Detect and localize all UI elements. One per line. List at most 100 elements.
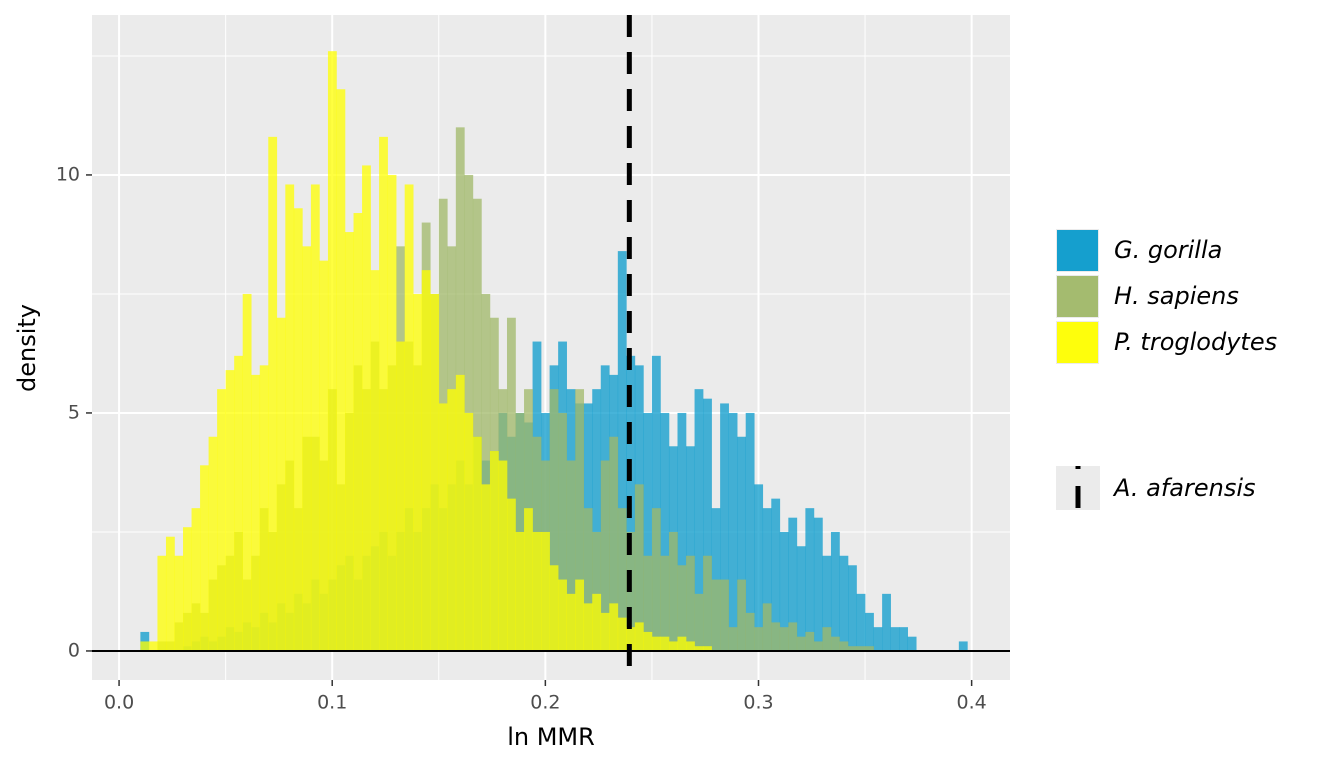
bar — [643, 631, 653, 651]
bar — [251, 374, 261, 651]
bar — [319, 260, 329, 651]
bar — [489, 451, 499, 651]
bar — [660, 636, 670, 651]
bar — [609, 603, 619, 651]
bar — [890, 627, 900, 651]
bar — [208, 436, 218, 651]
bar — [421, 270, 431, 651]
legend-label: H. sapiens — [1114, 282, 1239, 310]
legend-label: P. troglodytes — [1114, 328, 1277, 356]
y-tick-label: 0 — [68, 639, 80, 661]
bar — [882, 593, 891, 651]
bar — [191, 508, 201, 651]
bar — [958, 641, 968, 651]
bar — [703, 398, 712, 651]
bar — [737, 436, 747, 651]
bar — [830, 531, 840, 651]
bar — [865, 612, 874, 651]
y-tick-label: 5 — [68, 401, 80, 423]
bar — [796, 636, 806, 651]
bar — [549, 565, 559, 651]
bar — [779, 531, 789, 651]
bar — [643, 412, 653, 651]
bar — [788, 622, 798, 651]
bar — [813, 641, 823, 651]
bar — [165, 536, 175, 651]
bar — [575, 579, 585, 651]
bar — [438, 403, 448, 651]
bar — [745, 612, 755, 651]
bar — [566, 593, 576, 651]
bar — [472, 198, 482, 651]
bar — [379, 136, 388, 651]
bar — [856, 646, 866, 651]
bar — [472, 436, 482, 651]
bar — [771, 498, 781, 651]
bar — [686, 446, 695, 651]
bar — [617, 508, 627, 651]
bar — [268, 136, 278, 651]
bar — [600, 460, 610, 651]
bar — [566, 460, 576, 651]
bar — [506, 317, 516, 651]
bar — [848, 646, 857, 651]
bar — [336, 89, 346, 651]
bar — [583, 603, 593, 651]
bar — [592, 389, 602, 651]
bar — [720, 579, 729, 651]
bar — [711, 579, 721, 651]
bar — [617, 617, 627, 651]
bar — [634, 622, 644, 651]
bar — [506, 498, 516, 651]
bar — [720, 403, 729, 651]
bar — [634, 484, 644, 651]
bar — [651, 636, 661, 651]
bar — [362, 165, 371, 651]
bar — [830, 636, 840, 651]
bar — [234, 355, 243, 651]
x-tick-label: 0.2 — [530, 692, 560, 714]
bar — [592, 593, 602, 651]
bar — [455, 374, 465, 651]
bar — [344, 232, 354, 651]
bar — [805, 508, 815, 651]
legend-label: A. afarensis — [1112, 474, 1256, 502]
legend-swatch — [1057, 230, 1098, 271]
bar — [327, 51, 337, 651]
bar — [498, 460, 508, 651]
bar — [848, 565, 857, 651]
bar — [302, 246, 312, 651]
bar — [779, 627, 789, 651]
bar — [157, 555, 167, 651]
x-tick-label: 0.4 — [957, 692, 987, 714]
bar — [694, 593, 704, 651]
x-axis-title: ln MMR — [507, 723, 595, 751]
bar — [387, 174, 397, 651]
bar — [899, 627, 908, 651]
x-tick-label: 0.1 — [317, 692, 347, 714]
bar — [413, 293, 423, 651]
bar — [404, 184, 414, 651]
bar — [541, 531, 550, 651]
legend-swatch — [1057, 276, 1098, 317]
bar — [643, 555, 653, 651]
bar — [694, 646, 704, 651]
legend-label: G. gorilla — [1114, 236, 1222, 264]
bar — [447, 389, 457, 651]
legend: G. gorilla H. sapiens P. troglodytes A. afa… — [1056, 229, 1277, 510]
bar — [754, 627, 764, 651]
bar — [200, 465, 209, 651]
bar — [430, 293, 440, 651]
bar — [873, 627, 883, 651]
bar — [259, 365, 269, 651]
bar — [558, 579, 567, 651]
x-tick-label: 0.0 — [104, 692, 134, 714]
bar — [532, 531, 542, 651]
bar — [822, 627, 832, 651]
bar — [839, 555, 849, 651]
bar — [524, 508, 533, 651]
bar — [677, 565, 687, 651]
bar — [694, 389, 704, 651]
bar — [310, 184, 320, 651]
